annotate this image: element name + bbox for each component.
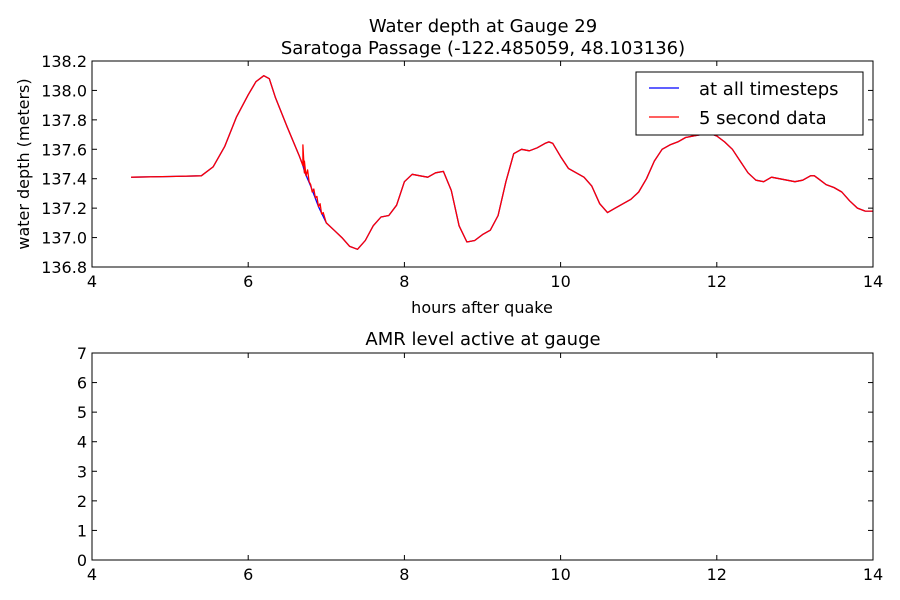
depth-y-tick-label: 138.2 [41,52,87,71]
amr-y-tick-label: 1 [77,521,87,540]
amr-y-tick-label: 3 [77,462,87,481]
amr-x-tick-label: 12 [707,565,727,584]
amr-y-tick-label: 4 [77,433,87,452]
depth-plot-frame [91,60,874,268]
depth-chart-title-line1: Water depth at Gauge 29 [369,16,597,37]
depth-series-group [131,75,873,250]
amr-plot-frame [91,352,874,561]
depth-x-tick-label: 6 [243,272,253,291]
amr-x-tick-label: 14 [863,565,883,584]
amr-x-tick-label: 8 [399,565,409,584]
depth-y-tick-label: 137.2 [41,199,87,218]
legend-box [635,71,864,136]
depth-x-tick-label: 10 [550,272,570,291]
depth-y-tick-label: 137.6 [41,140,87,159]
depth-y-tick-label: 137.4 [41,170,87,189]
series-line-5-second-data [131,75,873,250]
depth-y-tick-label: 137.8 [41,111,87,130]
amr-x-tick-label: 4 [87,565,97,584]
amr-chart: AMR level active at gauge 4 6 8 10 12 1401234… [77,329,883,584]
depth-y-axis-label: water depth (meters) [14,78,33,249]
amr-y-tick-label: 0 [77,551,87,570]
depth-x-axis-label: hours after quake [411,298,553,317]
depth-x-tick-label: 8 [399,272,409,291]
depth-x-tick-label: 14 [863,272,883,291]
depth-axis-ticks: 4 6 8 10 12 14 136.8 137.0 137.2 137.4 137.6 137.8 1… [41,52,883,291]
amr-y-tick-label: 2 [77,492,87,511]
amr-x-tick-label: 6 [243,565,253,584]
amr-y-tick-label: 6 [77,374,87,393]
amr-y-tick-label: 7 [77,344,87,363]
legend-label-5-second-data: 5 second data [699,108,827,129]
depth-legend: at all timesteps 5 second data [635,71,864,136]
legend-label-all-timesteps: at all timesteps [699,79,839,100]
depth-y-tick-label: 137.0 [41,229,87,248]
depth-y-tick-label: 138.0 [41,81,87,100]
depth-x-tick-label: 12 [707,272,727,291]
depth-chart: Water depth at Gauge 29 Saratoga Passage… [14,16,883,317]
amr-y-tick-label: 5 [77,403,87,422]
amr-x-tick-label: 10 [550,565,570,584]
depth-x-tick-label: 4 [87,272,97,291]
depth-chart-title-line2: Saratoga Passage (-122.485059, 48.103136… [281,38,685,59]
depth-y-tick-label: 136.8 [41,258,87,277]
amr-chart-title: AMR level active at gauge [365,329,600,350]
